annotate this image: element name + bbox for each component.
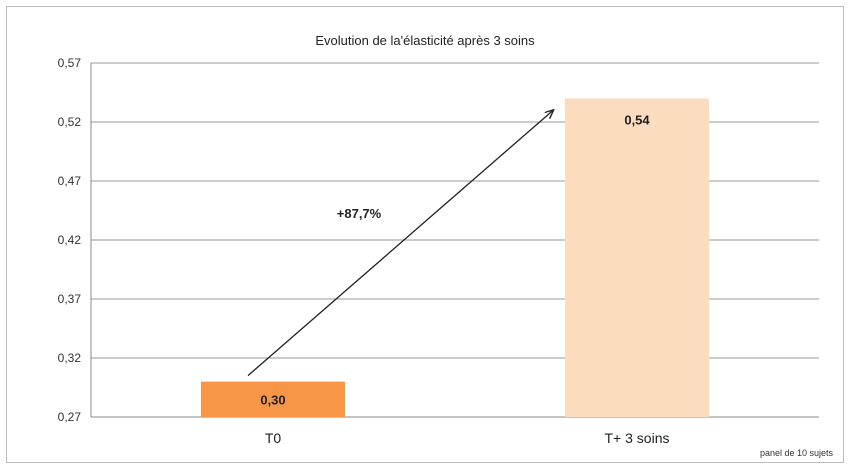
y-tick-label: 0,27 [58,410,82,424]
value-label: 0,54 [624,112,650,127]
bar [201,381,345,417]
panel-note: panel de 10 sujets [760,448,834,458]
x-category-label: T+ 3 soins [605,430,670,446]
x-category-label: T0 [265,430,282,446]
growth-annotation: +87,7% [337,206,382,221]
y-tick-label: 0,32 [58,351,82,365]
chart-frame: Evolution de la'élasticité après 3 soins… [6,6,844,463]
bar [565,98,709,418]
y-tick-label: 0,52 [58,115,82,129]
value-label: 0,30 [260,392,285,407]
growth-arrow [247,110,553,377]
chart-title: Evolution de la'élasticité après 3 soins [315,33,535,48]
y-tick-label: 0,57 [58,56,82,70]
y-tick-label: 0,47 [58,174,82,188]
bar-chart: Evolution de la'élasticité après 3 soins… [58,33,834,458]
y-tick-label: 0,42 [58,233,82,247]
y-tick-label: 0,37 [58,292,82,306]
